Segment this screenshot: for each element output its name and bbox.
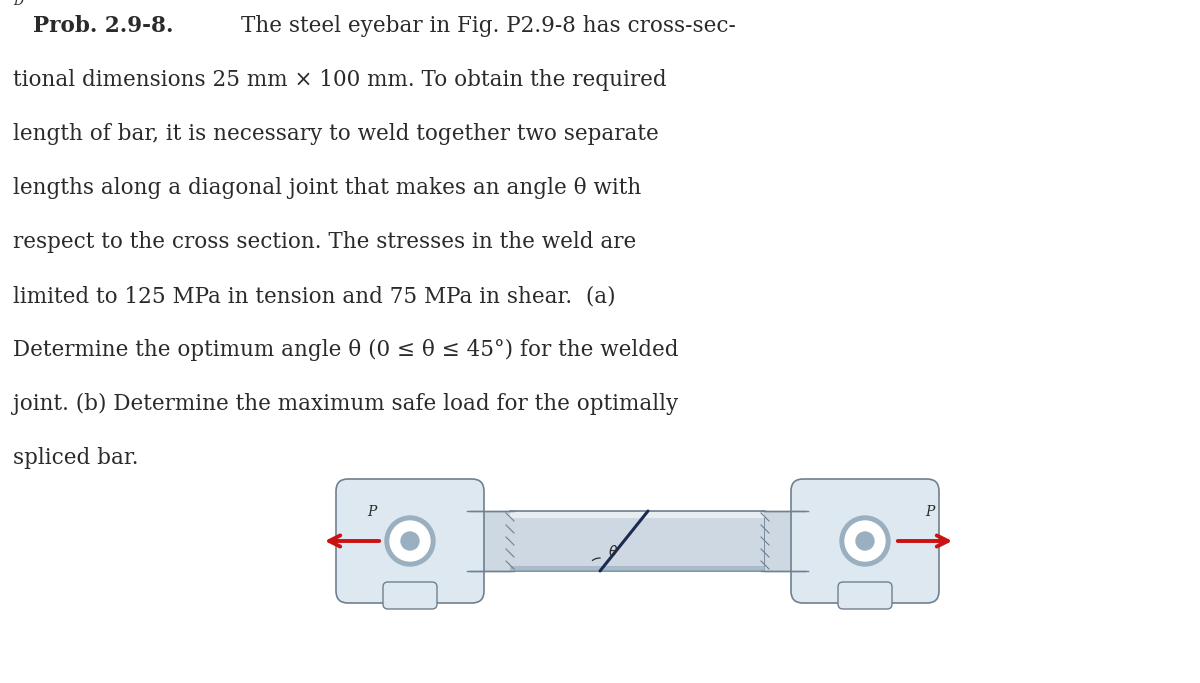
Bar [766, 511, 814, 571]
Bar [510, 511, 766, 571]
FancyBboxPatch shape [791, 479, 940, 603]
Circle shape [856, 532, 874, 550]
FancyBboxPatch shape [336, 479, 484, 603]
Bar [510, 566, 766, 571]
Text: respect to the cross section. The stresses in the weld are: respect to the cross section. The stress… [13, 231, 636, 253]
Text: Prob. 2.9-8.: Prob. 2.9-8. [34, 15, 174, 37]
Text: P: P [925, 505, 935, 519]
Text: The steel eyebar in Fig. P2.9-8 has cross-sec-: The steel eyebar in Fig. P2.9-8 has cros… [241, 15, 736, 37]
Bar [510, 512, 766, 518]
Bar [766, 511, 808, 571]
Text: joint. (b) Determine the maximum safe load for the optimally: joint. (b) Determine the maximum safe lo… [13, 393, 678, 415]
Text: Determine the optimum angle θ (0 ≤ θ ≤ 45°) for the welded: Determine the optimum angle θ (0 ≤ θ ≤ 4… [13, 339, 678, 361]
Text: P: P [367, 505, 377, 519]
Text: spliced bar.: spliced bar. [13, 447, 138, 469]
Text: length of bar, it is necessary to weld together two separate: length of bar, it is necessary to weld t… [13, 123, 659, 145]
Circle shape [390, 521, 430, 561]
Text: limited to 125 MPa in tension and 75 MPa in shear.  (a): limited to 125 MPa in tension and 75 MPa… [13, 285, 616, 307]
Circle shape [845, 521, 886, 561]
Bar [467, 511, 514, 571]
Circle shape [401, 532, 419, 550]
Circle shape [385, 516, 436, 566]
Text: lengths along a diagonal joint that makes an angle θ with: lengths along a diagonal joint that make… [13, 177, 641, 199]
Bar [467, 511, 510, 571]
Circle shape [840, 516, 890, 566]
Text: tional dimensions 25 mm × 100 mm. To obtain the required: tional dimensions 25 mm × 100 mm. To obt… [13, 69, 667, 91]
FancyBboxPatch shape [383, 582, 437, 609]
Text: D: D [13, 0, 23, 8]
Text: $\theta$: $\theta$ [608, 544, 618, 559]
FancyBboxPatch shape [838, 582, 892, 609]
